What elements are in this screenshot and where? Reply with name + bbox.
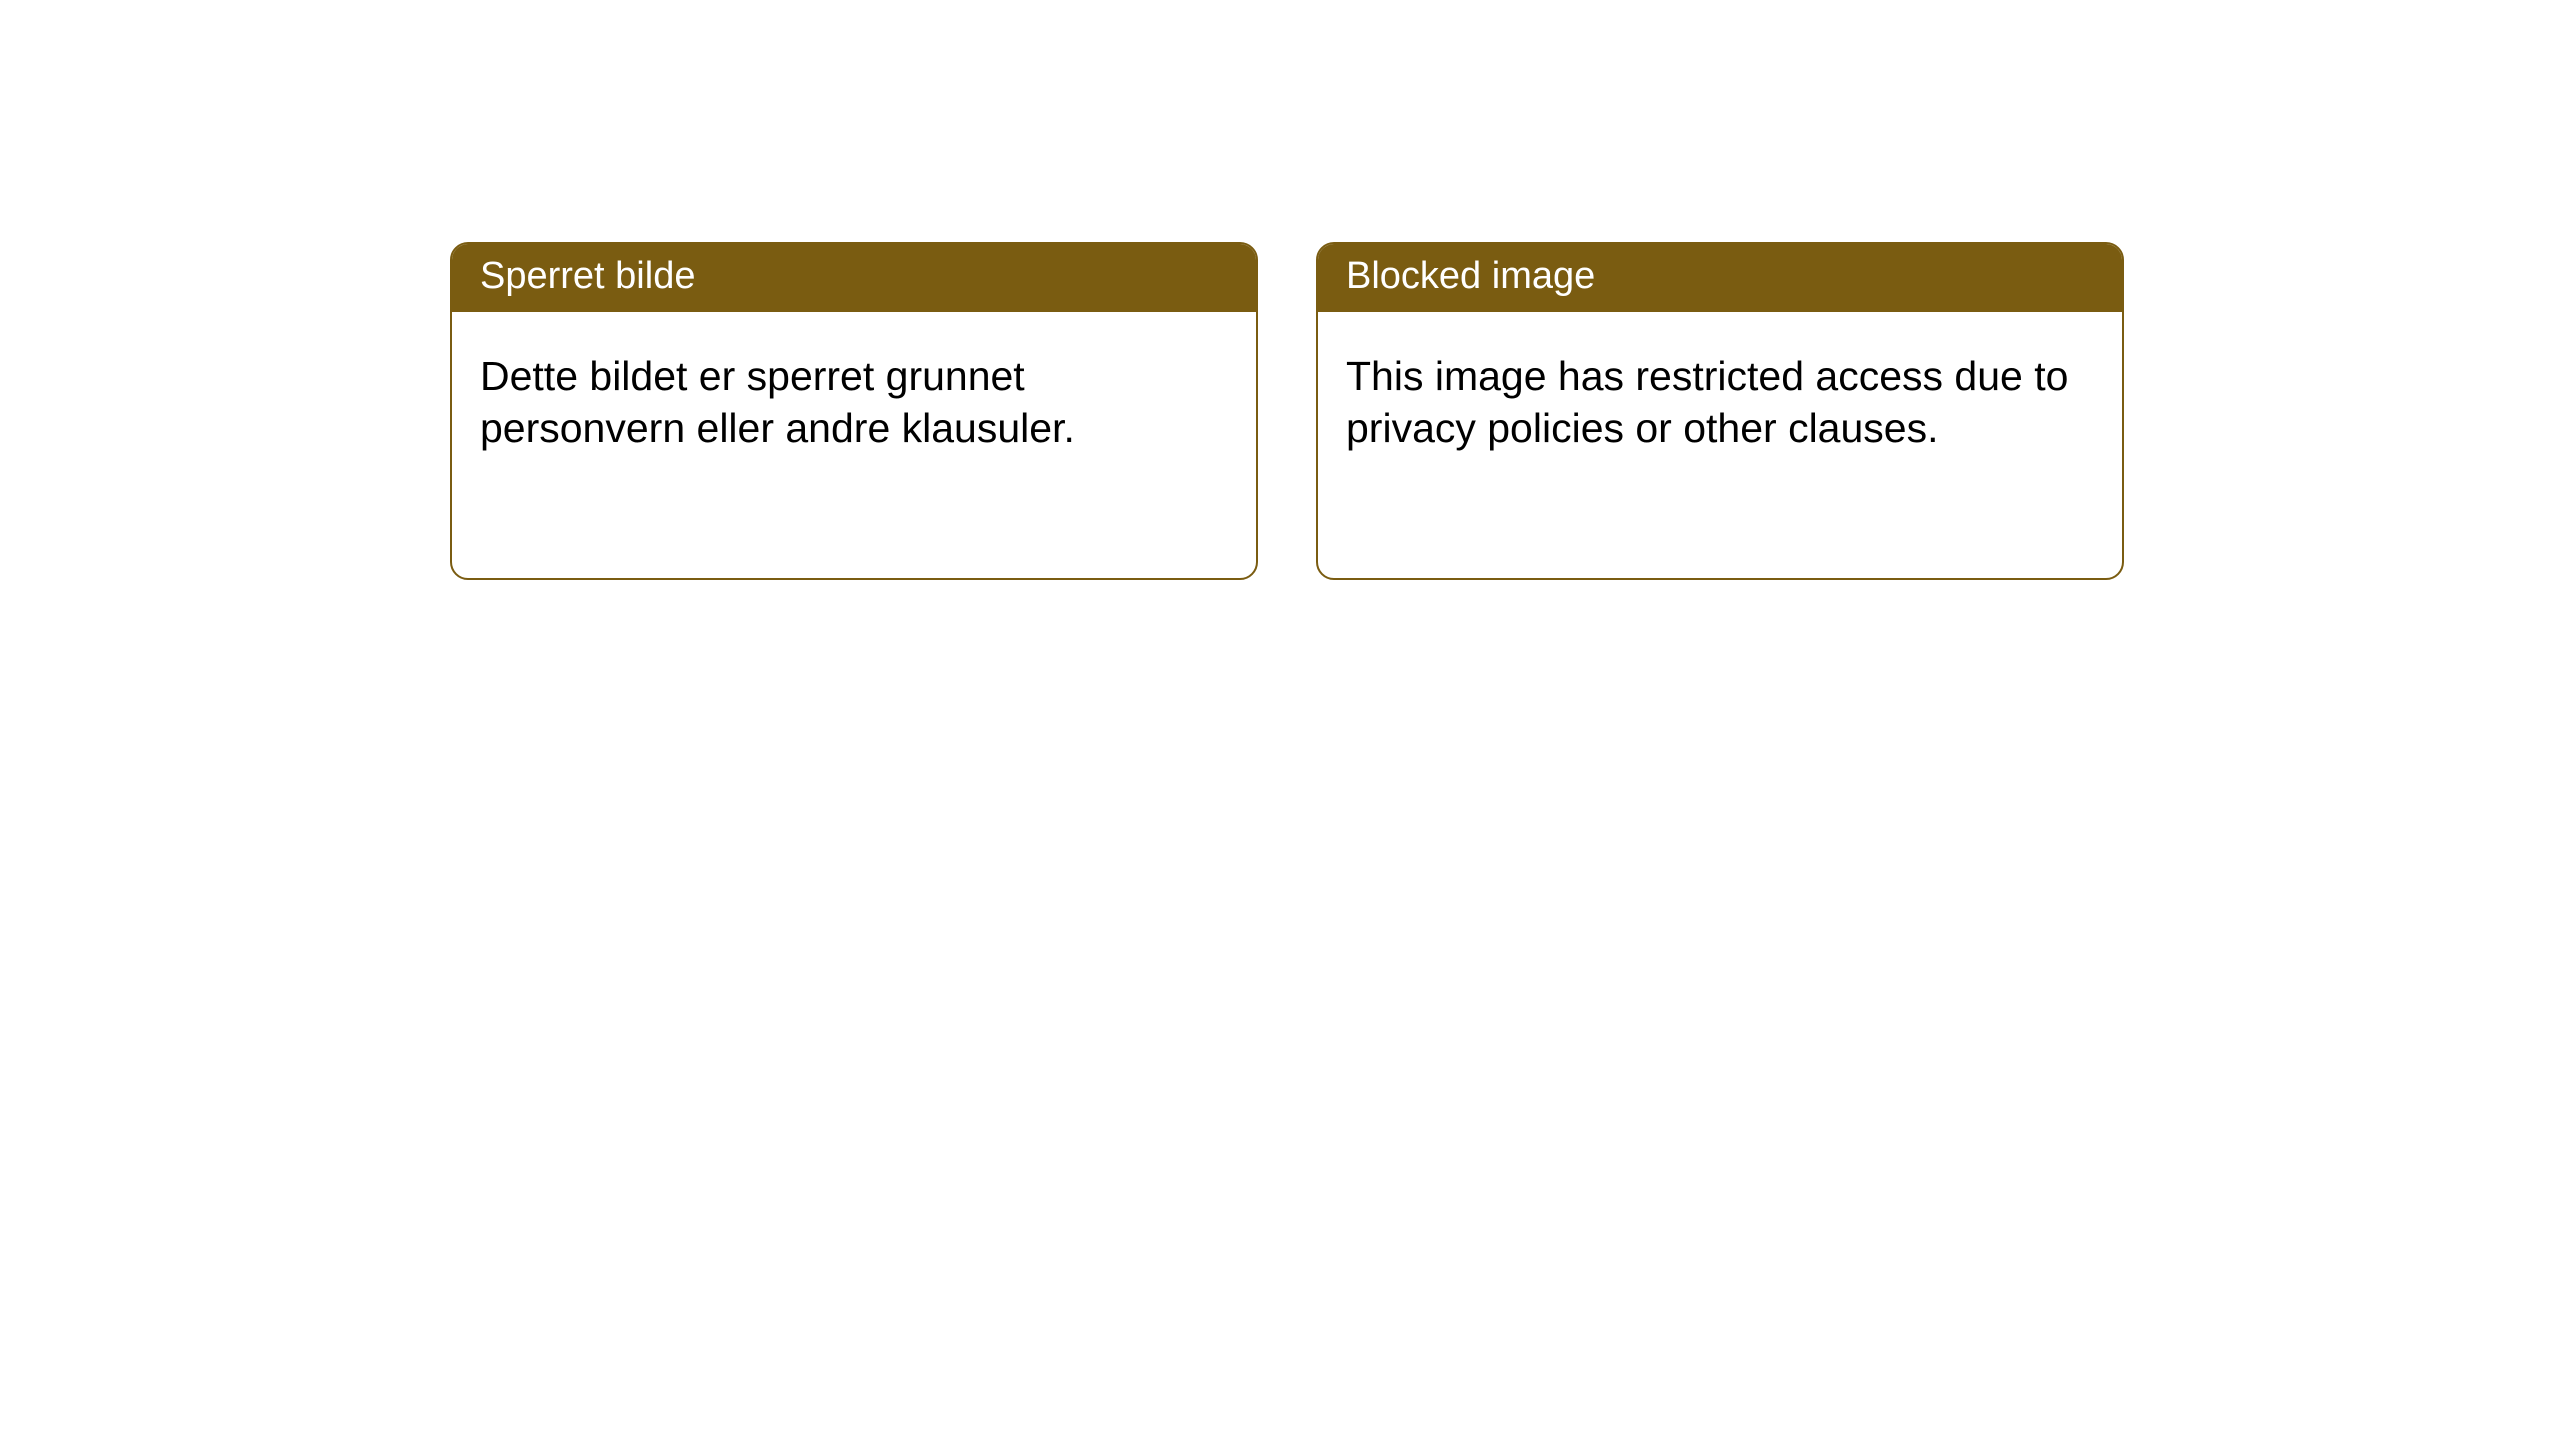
notice-header: Blocked image: [1318, 244, 2122, 312]
notice-card-norwegian: Sperret bilde Dette bildet er sperret gr…: [450, 242, 1258, 580]
notice-card-english: Blocked image This image has restricted …: [1316, 242, 2124, 580]
notice-body: Dette bildet er sperret grunnet personve…: [452, 312, 1256, 483]
notice-container: Sperret bilde Dette bildet er sperret gr…: [0, 0, 2560, 580]
notice-header: Sperret bilde: [452, 244, 1256, 312]
notice-body: This image has restricted access due to …: [1318, 312, 2122, 483]
